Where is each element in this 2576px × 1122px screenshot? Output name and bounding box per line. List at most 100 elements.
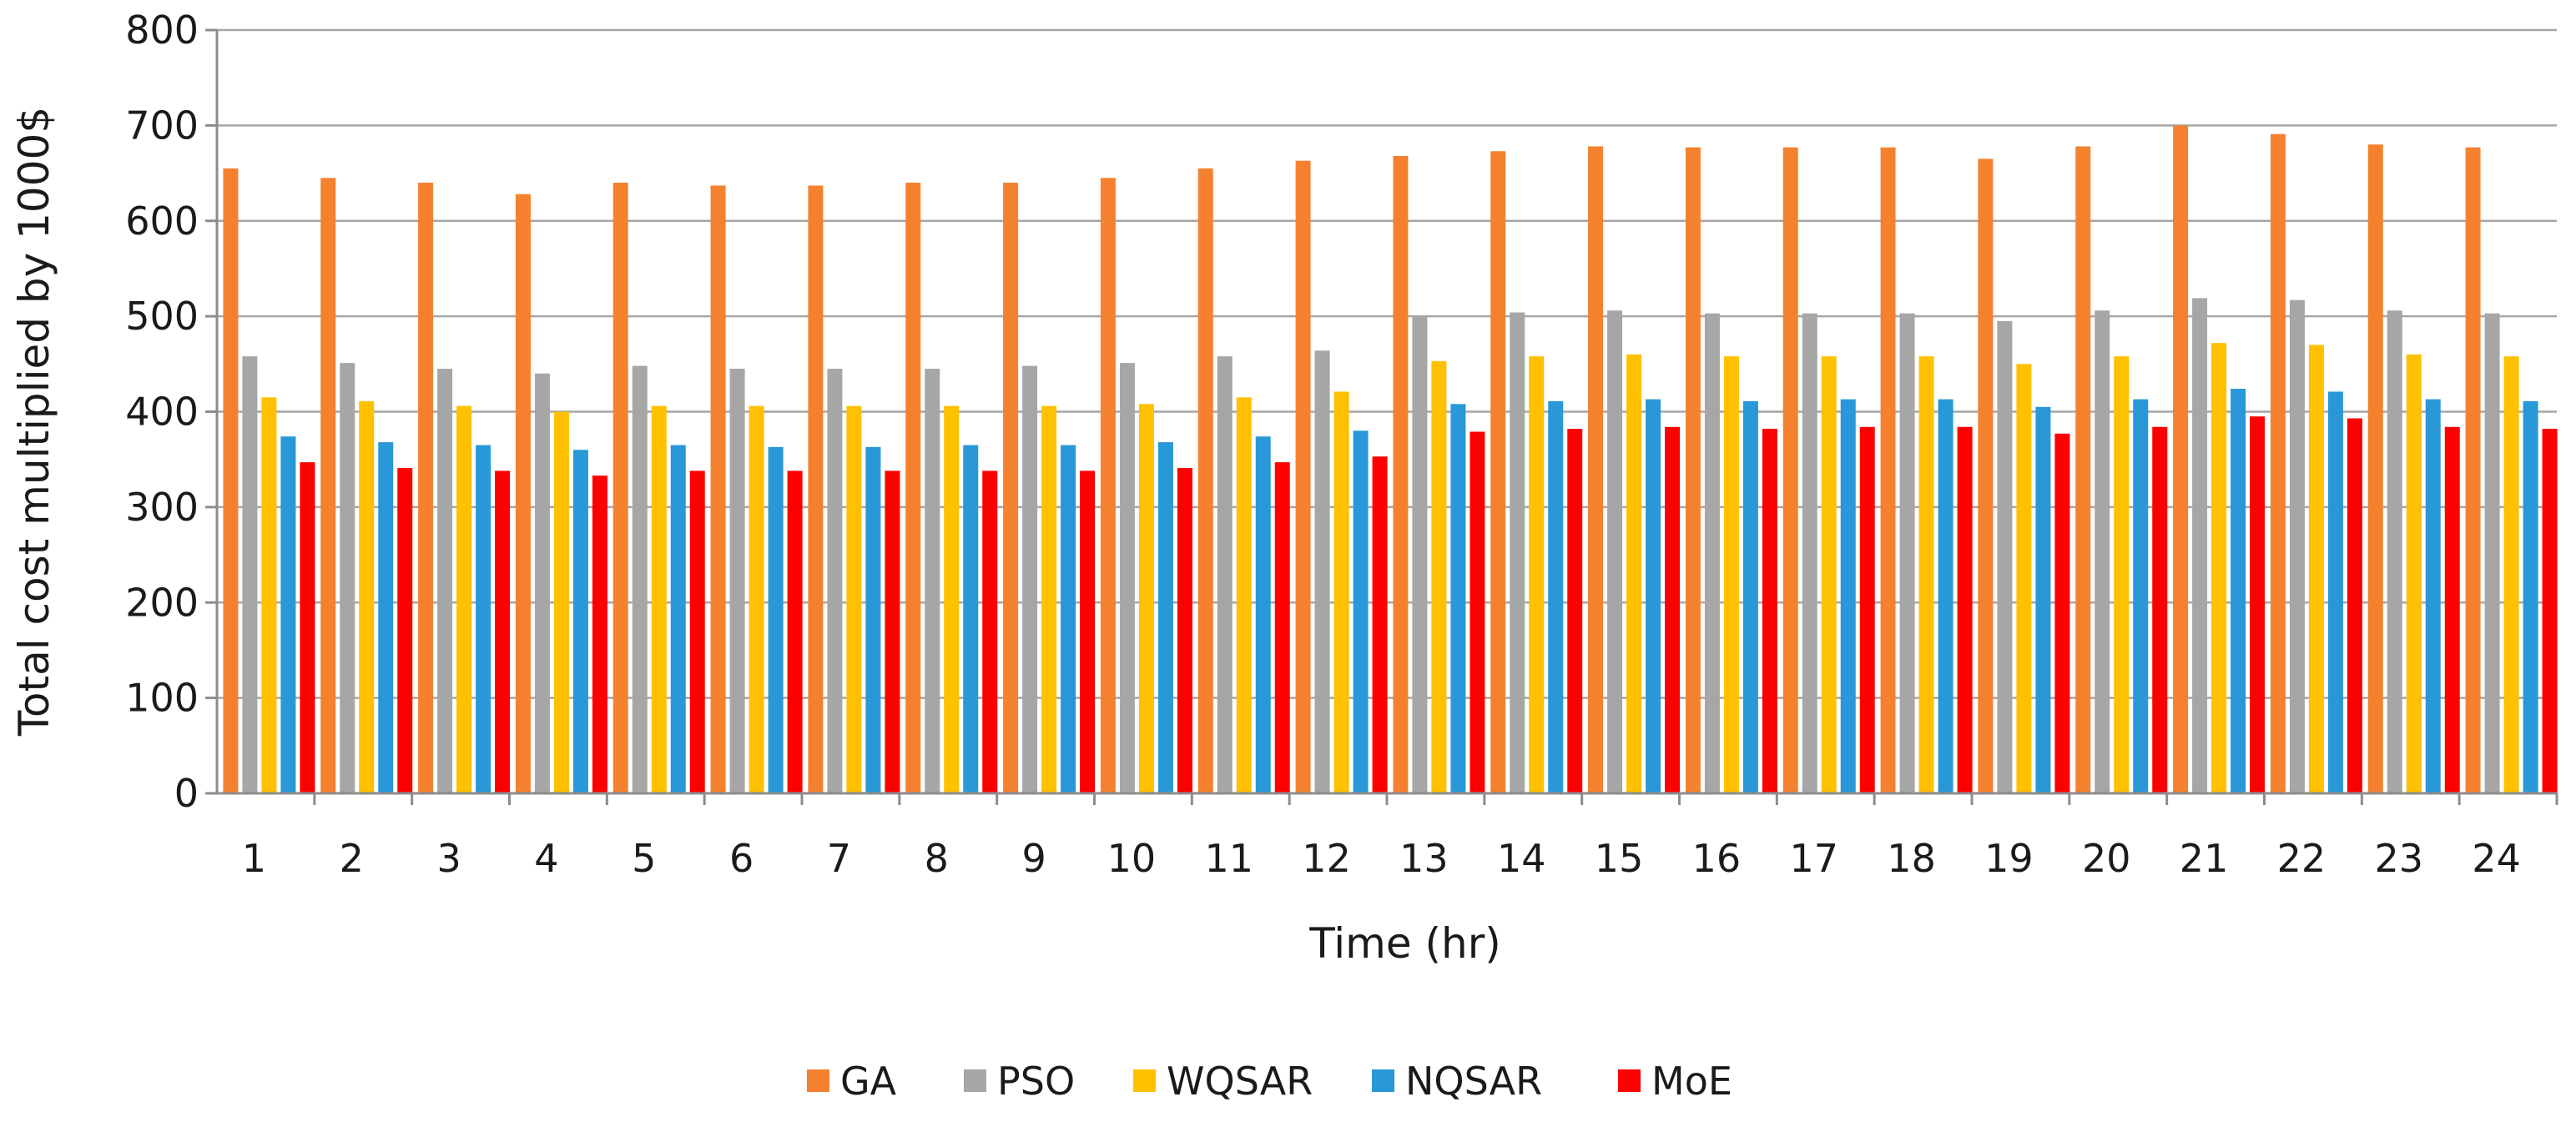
x-tick-label: 19 bbox=[1984, 836, 2034, 881]
bar-ga-1 bbox=[223, 168, 239, 793]
bar-moe-18 bbox=[1957, 426, 1973, 793]
y-tick-label: 100 bbox=[125, 676, 199, 721]
y-tick-label: 700 bbox=[125, 103, 199, 148]
bar-wqsar-6 bbox=[749, 405, 764, 793]
bar-ga-12 bbox=[1295, 160, 1311, 794]
bars bbox=[223, 125, 2558, 794]
bar-moe-5 bbox=[689, 470, 705, 793]
bar-nqsar-2 bbox=[378, 442, 394, 793]
bar-ga-10 bbox=[1100, 178, 1116, 793]
bar-pso-15 bbox=[1607, 310, 1623, 793]
bar-wqsar-11 bbox=[1236, 397, 1252, 793]
bar-moe-6 bbox=[787, 470, 803, 793]
bar-pso-16 bbox=[1704, 313, 1720, 794]
bar-pso-24 bbox=[2484, 313, 2500, 794]
bar-moe-7 bbox=[885, 470, 900, 793]
bar-ga-21 bbox=[2173, 125, 2189, 793]
bar-ga-2 bbox=[320, 178, 336, 793]
bar-ga-17 bbox=[1782, 147, 1798, 793]
bar-wqsar-24 bbox=[2503, 356, 2519, 794]
bar-nqsar-17 bbox=[1840, 399, 1856, 793]
bar-moe-23 bbox=[2444, 426, 2460, 793]
x-tick-label: 13 bbox=[1399, 836, 1449, 881]
legend-label-moe: MoE bbox=[1651, 1059, 1732, 1104]
x-tick-label: 8 bbox=[925, 836, 949, 881]
x-tick-label: 7 bbox=[827, 836, 851, 881]
y-tick-label: 400 bbox=[125, 390, 199, 435]
x-tick-label: 14 bbox=[1497, 836, 1546, 881]
bar-wqsar-19 bbox=[2016, 364, 2032, 793]
x-tick-label: 4 bbox=[534, 836, 558, 881]
x-tick-label: 22 bbox=[2277, 836, 2326, 881]
y-axis-title: Total cost multiplied by 1000$ bbox=[10, 107, 58, 737]
bar-ga-15 bbox=[1588, 146, 1604, 794]
bar-moe-12 bbox=[1372, 456, 1388, 793]
bar-moe-17 bbox=[1859, 426, 1875, 793]
bar-pso-12 bbox=[1314, 350, 1330, 793]
bar-nqsar-11 bbox=[1255, 436, 1271, 793]
legend-label-pso: PSO bbox=[997, 1059, 1075, 1104]
bar-moe-4 bbox=[592, 475, 607, 793]
bar-moe-3 bbox=[495, 470, 511, 793]
bar-nqsar-14 bbox=[1548, 400, 1564, 793]
bar-ga-13 bbox=[1393, 155, 1409, 794]
bar-nqsar-10 bbox=[1157, 442, 1173, 793]
x-tick-label: 5 bbox=[632, 836, 656, 881]
bar-moe-9 bbox=[1080, 470, 1096, 793]
x-tick-label: 11 bbox=[1204, 836, 1253, 881]
bar-nqsar-15 bbox=[1646, 399, 1661, 793]
y-tick-label: 800 bbox=[125, 8, 199, 53]
x-axis-title: Time (hr) bbox=[1308, 919, 1501, 968]
x-tick-label: 9 bbox=[1021, 836, 1046, 881]
bar-wqsar-8 bbox=[944, 405, 960, 793]
bar-pso-9 bbox=[1022, 365, 1038, 794]
bar-pso-7 bbox=[827, 369, 843, 793]
bar-moe-11 bbox=[1274, 462, 1290, 793]
bar-nqsar-21 bbox=[2231, 389, 2246, 793]
legend: GA PSO WQSAR NQSAR MoE bbox=[807, 1059, 1732, 1104]
bar-pso-23 bbox=[2387, 310, 2402, 793]
y-tick-labels: 0 100 200 300 400 500 600 700 800 bbox=[125, 8, 199, 816]
legend-swatch-pso bbox=[964, 1069, 986, 1092]
y-tick-label: 200 bbox=[125, 580, 199, 625]
x-tick-label: 16 bbox=[1692, 836, 1742, 881]
bar-pso-10 bbox=[1119, 363, 1135, 793]
bar-moe-19 bbox=[2054, 433, 2070, 793]
bar-pso-19 bbox=[1997, 320, 2013, 793]
bar-ga-7 bbox=[808, 185, 824, 793]
bar-wqsar-7 bbox=[846, 405, 862, 793]
legend-label-ga: GA bbox=[840, 1059, 897, 1104]
bar-nqsar-24 bbox=[2523, 400, 2538, 793]
bar-wqsar-15 bbox=[1626, 354, 1642, 793]
bar-ga-6 bbox=[710, 185, 726, 793]
bar-wqsar-22 bbox=[2308, 345, 2324, 793]
bar-pso-13 bbox=[1412, 316, 1428, 793]
bar-nqsar-4 bbox=[572, 450, 588, 793]
bar-pso-4 bbox=[534, 373, 550, 793]
bar-pso-22 bbox=[2289, 299, 2305, 793]
x-tick-label: 10 bbox=[1107, 836, 1157, 881]
bar-wqsar-23 bbox=[2406, 354, 2422, 793]
legend-label-wqsar: WQSAR bbox=[1167, 1059, 1313, 1104]
bar-moe-10 bbox=[1177, 467, 1192, 793]
bar-moe-24 bbox=[2542, 429, 2558, 793]
legend-swatch-nqsar bbox=[1372, 1069, 1394, 1092]
bar-nqsar-20 bbox=[2133, 399, 2149, 793]
bar-pso-3 bbox=[437, 369, 453, 793]
bar-nqsar-7 bbox=[865, 446, 881, 793]
bar-nqsar-22 bbox=[2327, 391, 2343, 793]
bar-wqsar-13 bbox=[1431, 360, 1447, 794]
bar-ga-19 bbox=[1978, 158, 1994, 793]
legend-swatch-wqsar bbox=[1133, 1069, 1156, 1092]
bar-pso-21 bbox=[2192, 298, 2208, 793]
bar-moe-8 bbox=[982, 470, 998, 793]
bar-wqsar-16 bbox=[1723, 356, 1739, 794]
bar-moe-13 bbox=[1469, 431, 1485, 793]
bar-pso-6 bbox=[729, 369, 745, 793]
y-tick-label: 300 bbox=[125, 485, 199, 530]
bar-wqsar-5 bbox=[651, 405, 667, 793]
bar-ga-18 bbox=[1880, 147, 1896, 793]
bar-moe-21 bbox=[2250, 416, 2266, 793]
bar-pso-1 bbox=[242, 356, 258, 794]
